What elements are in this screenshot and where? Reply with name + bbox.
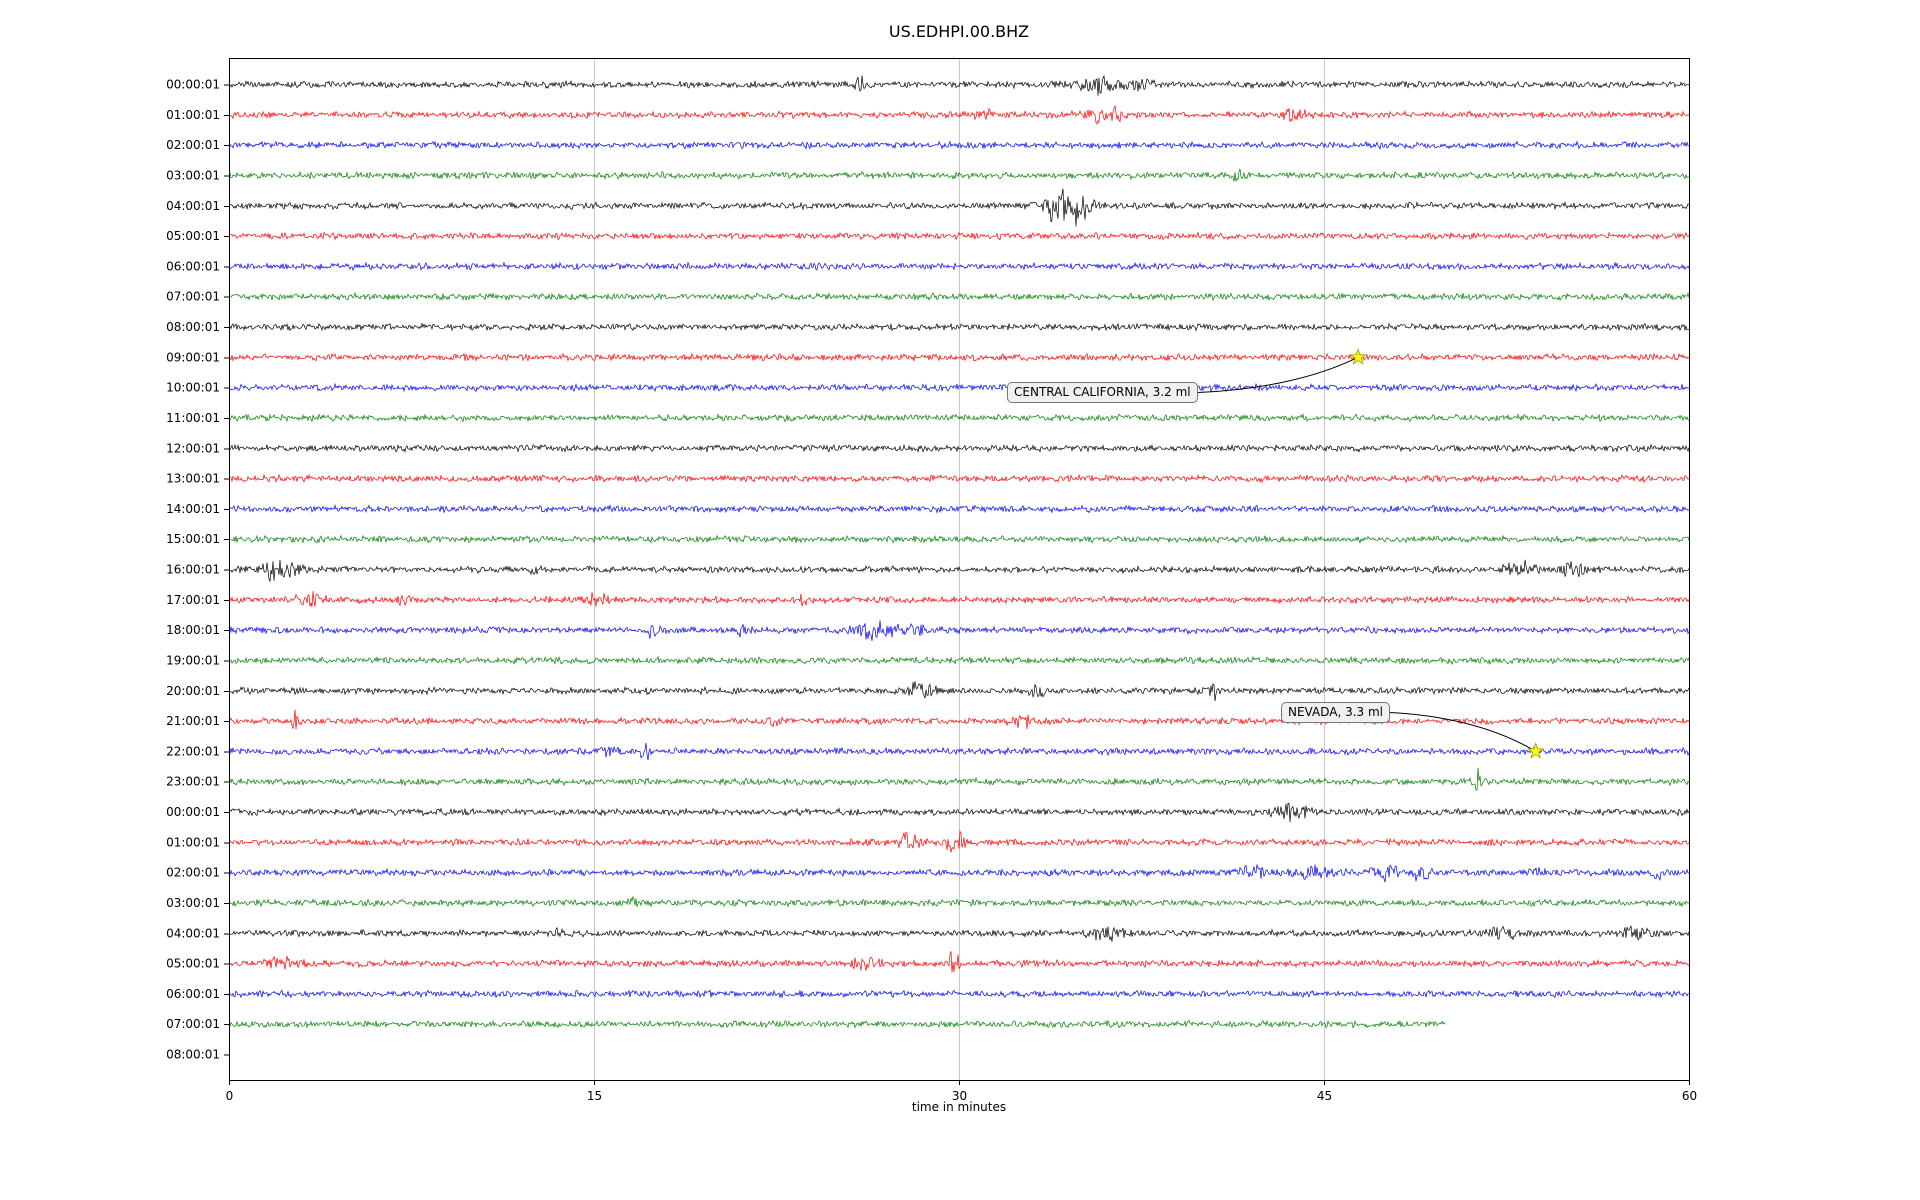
row-label: 13:00:01 bbox=[166, 472, 220, 486]
event-star-icon bbox=[1349, 348, 1367, 365]
row-label: 19:00:01 bbox=[166, 653, 220, 667]
seismogram-trace bbox=[229, 473, 1690, 484]
x-tick-label: 60 bbox=[1682, 1089, 1697, 1103]
row-label: 09:00:01 bbox=[166, 350, 220, 364]
row-label: 16:00:01 bbox=[166, 563, 220, 577]
row-label: 05:00:01 bbox=[166, 957, 220, 971]
seismogram-trace bbox=[229, 925, 1690, 942]
row-label: 10:00:01 bbox=[166, 381, 220, 395]
row-label: 23:00:01 bbox=[166, 775, 220, 789]
seismogram-trace bbox=[229, 188, 1690, 227]
seismogram-trace bbox=[229, 864, 1690, 883]
row-label: 00:00:01 bbox=[166, 805, 220, 819]
row-label: 03:00:01 bbox=[166, 896, 220, 910]
seismogram-trace bbox=[229, 830, 1690, 853]
x-tick-label: 30 bbox=[952, 1089, 967, 1103]
row-label: 08:00:01 bbox=[166, 320, 220, 334]
row-label: 04:00:01 bbox=[166, 199, 220, 213]
row-label: 00:00:01 bbox=[166, 78, 220, 92]
seismogram-trace bbox=[229, 709, 1690, 730]
seismogram-trace bbox=[229, 504, 1690, 514]
seismogram-trace bbox=[229, 895, 1690, 908]
x-tick-label: 45 bbox=[1317, 1089, 1332, 1103]
event-star-icon bbox=[1526, 742, 1545, 759]
seismogram-trace bbox=[229, 104, 1690, 125]
row-label: 17:00:01 bbox=[166, 593, 220, 607]
seismogram-trace bbox=[229, 350, 1690, 363]
seismogram-trace bbox=[229, 291, 1690, 302]
x-tick-label: 15 bbox=[587, 1089, 602, 1103]
seismogram-trace bbox=[229, 951, 1690, 973]
row-label: 07:00:01 bbox=[166, 290, 220, 304]
row-label: 22:00:01 bbox=[166, 744, 220, 758]
row-label: 21:00:01 bbox=[166, 714, 220, 728]
row-label: 11:00:01 bbox=[166, 411, 220, 425]
seismogram-trace bbox=[229, 382, 1690, 393]
row-label: 06:00:01 bbox=[166, 259, 220, 273]
row-label: 18:00:01 bbox=[166, 623, 220, 637]
seismogram-trace bbox=[229, 1019, 1446, 1029]
seismogram-trace bbox=[229, 655, 1690, 666]
row-label: 04:00:01 bbox=[166, 926, 220, 940]
row-label: 02:00:01 bbox=[166, 866, 220, 880]
row-label: 03:00:01 bbox=[166, 168, 220, 182]
row-label: 05:00:01 bbox=[166, 229, 220, 243]
seismogram-trace bbox=[229, 989, 1690, 999]
seismogram-trace bbox=[229, 559, 1690, 583]
row-label: 15:00:01 bbox=[166, 532, 220, 546]
row-label: 08:00:01 bbox=[166, 1048, 220, 1062]
annotation-connector bbox=[1389, 712, 1536, 752]
x-tick-label: 0 bbox=[226, 1089, 234, 1103]
seismogram-trace bbox=[229, 140, 1690, 150]
annotation-connector bbox=[1197, 356, 1359, 393]
event-annotation-central-california: CENTRAL CALIFORNIA, 3.2 ml bbox=[1007, 382, 1198, 403]
row-label: 06:00:01 bbox=[166, 987, 220, 1001]
seismogram-trace bbox=[229, 168, 1689, 182]
row-label: 01:00:01 bbox=[166, 835, 220, 849]
row-label: 20:00:01 bbox=[166, 684, 220, 698]
row-label: 14:00:01 bbox=[166, 502, 220, 516]
seismogram-trace bbox=[229, 261, 1690, 272]
row-label: 07:00:01 bbox=[166, 1017, 220, 1031]
event-annotation-nevada: NEVADA, 3.3 ml bbox=[1281, 702, 1390, 723]
seismogram-trace bbox=[229, 75, 1690, 96]
seismogram-trace bbox=[229, 802, 1690, 823]
seismogram-trace bbox=[229, 322, 1690, 332]
seismogram-trace bbox=[229, 767, 1690, 791]
seismogram-trace bbox=[229, 443, 1690, 454]
row-label: 12:00:01 bbox=[166, 441, 220, 455]
seismogram-trace bbox=[229, 413, 1690, 423]
seismogram-trace bbox=[229, 591, 1690, 608]
seismogram-trace bbox=[229, 681, 1690, 702]
x-axis-label: time in minutes bbox=[911, 1100, 1007, 1114]
row-label: 01:00:01 bbox=[166, 108, 220, 122]
seismogram-trace bbox=[229, 534, 1690, 544]
chart-title: US.EDHPI.00.BHZ bbox=[888, 22, 1030, 41]
seismogram-trace bbox=[229, 620, 1690, 641]
seismogram-trace bbox=[229, 742, 1690, 761]
seismogram-trace bbox=[229, 231, 1690, 241]
row-label: 02:00:01 bbox=[166, 138, 220, 152]
